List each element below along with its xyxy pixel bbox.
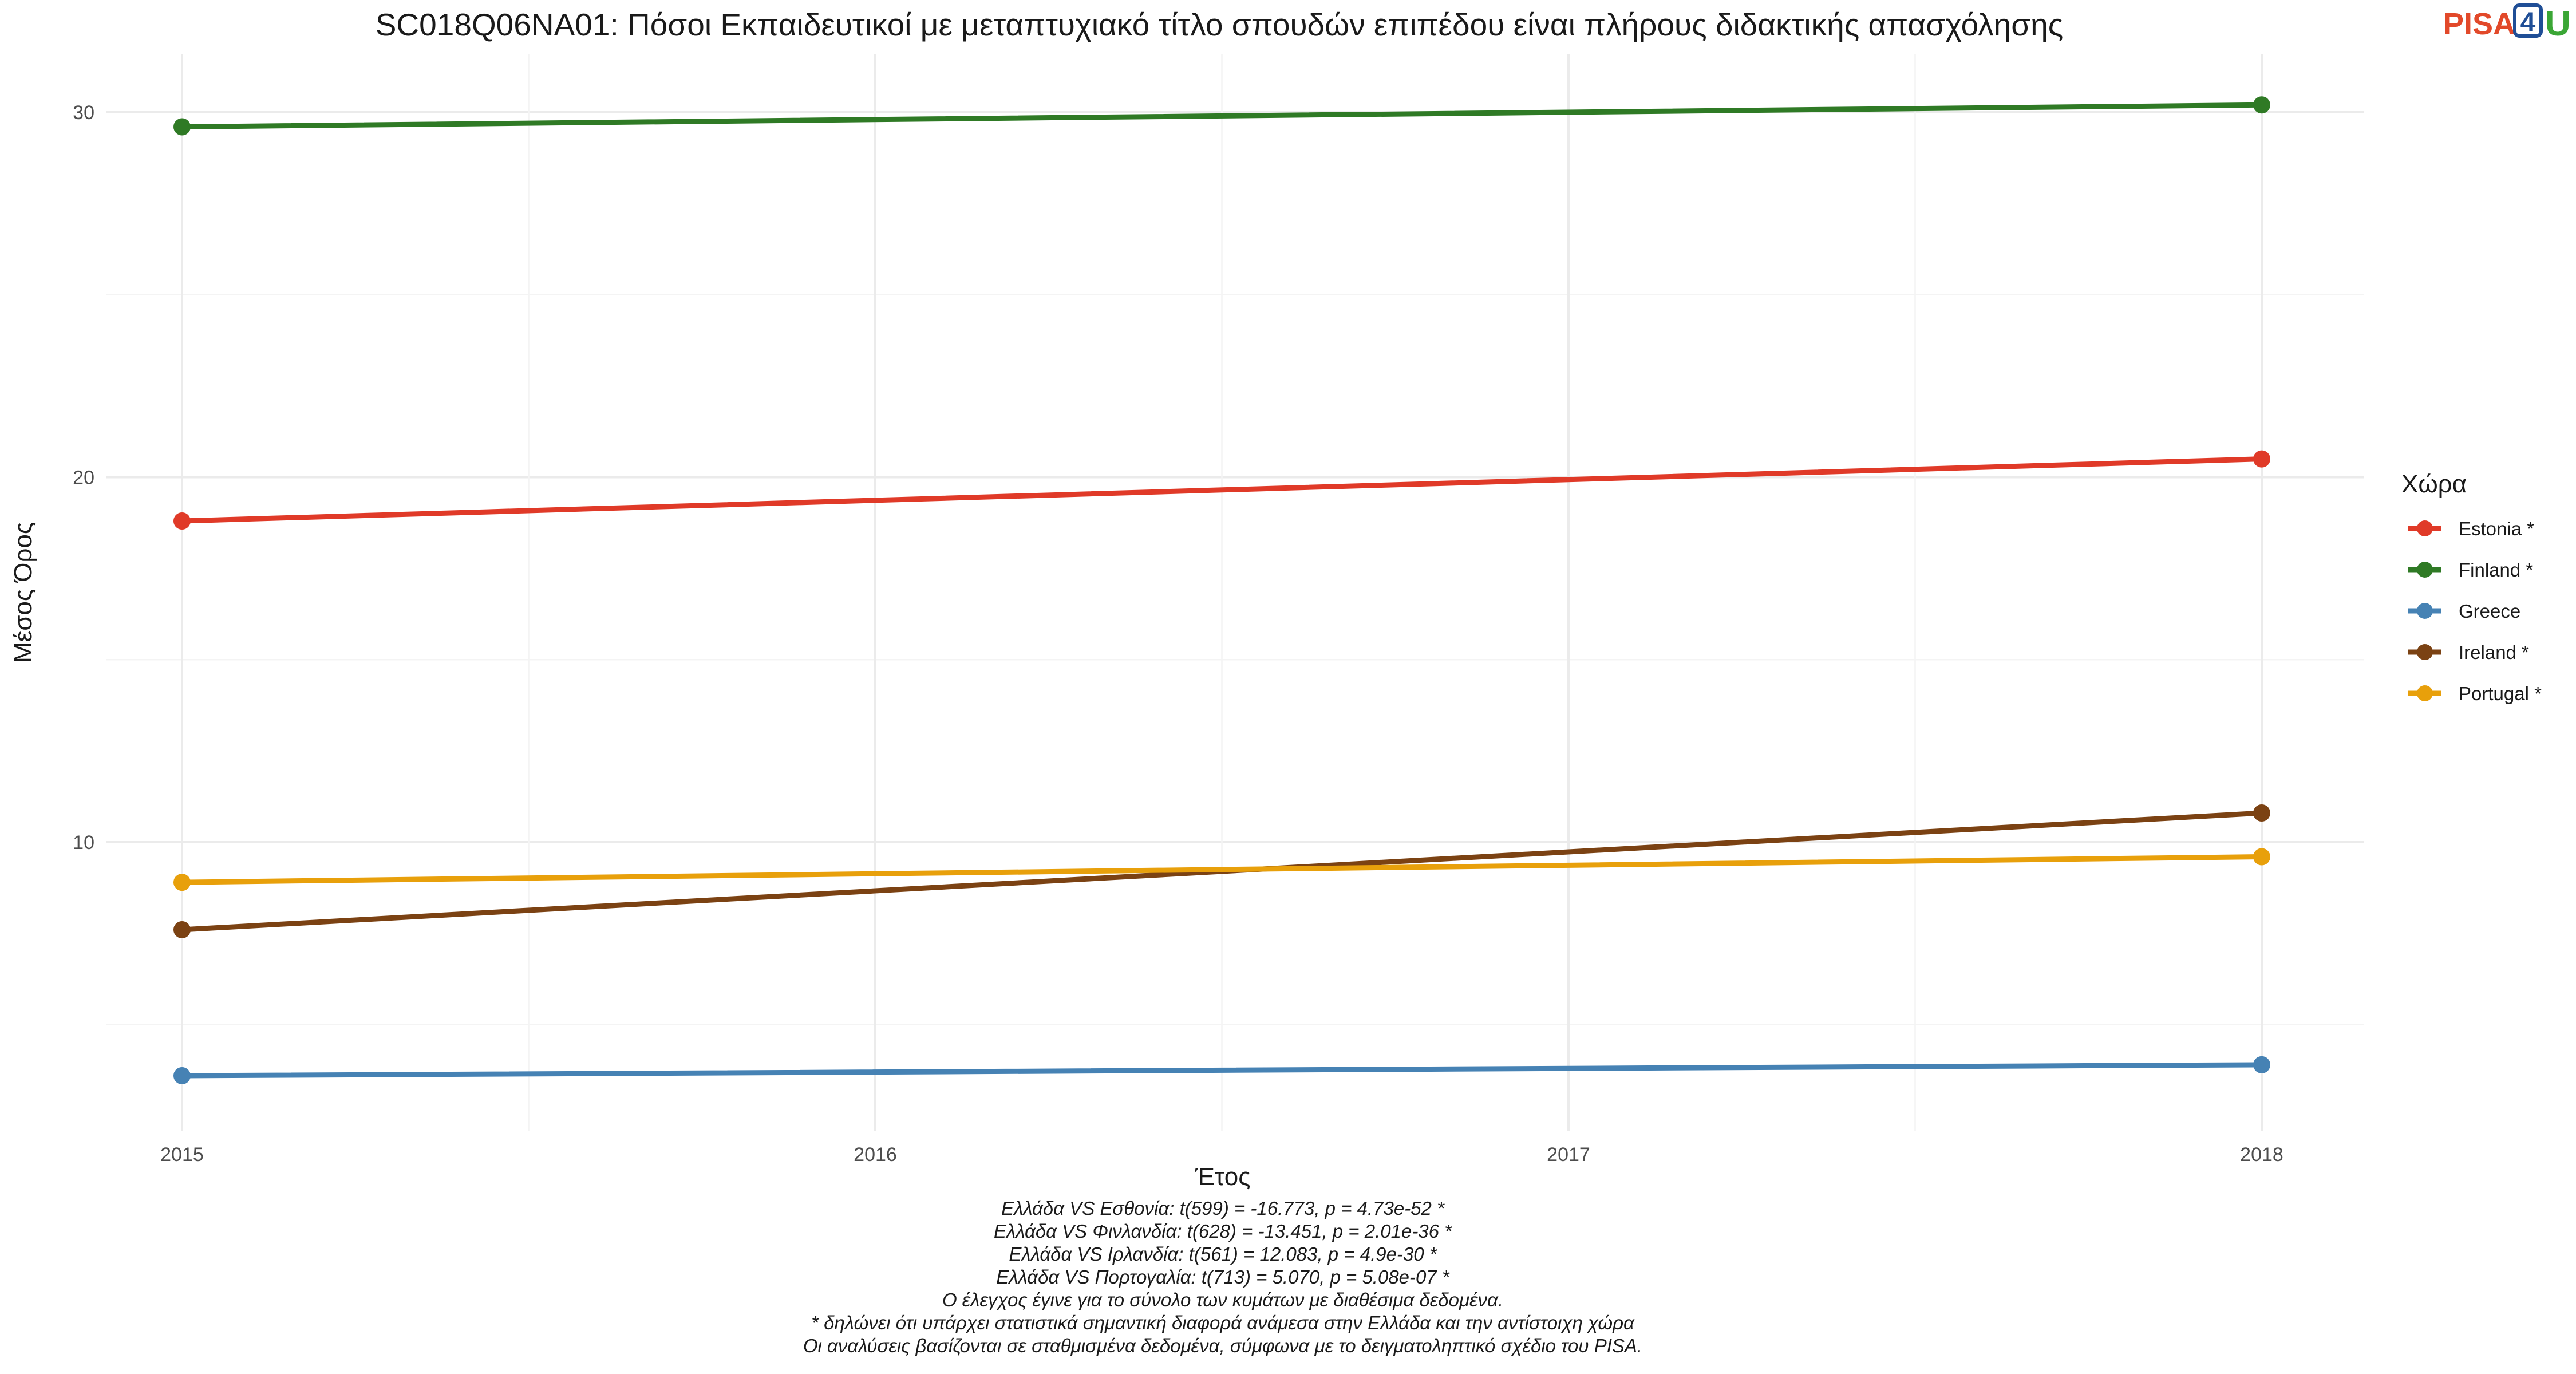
x-tick-label: 2017 bbox=[1547, 1144, 1590, 1166]
legend-label-ireland: Ireland * bbox=[2459, 642, 2529, 663]
caption-line: Ελλάδα VS Φινλανδία: t(628) = -13.451, p… bbox=[994, 1221, 1452, 1242]
caption-line: Ο έλεγχος έγινε για το σύνολο των κυμάτω… bbox=[942, 1289, 1503, 1310]
legend-label-estonia: Estonia * bbox=[2459, 518, 2534, 539]
series-line-finland bbox=[179, 102, 2265, 129]
data-point-ireland bbox=[173, 921, 191, 938]
data-point-portugal bbox=[173, 874, 191, 891]
series-layer bbox=[173, 96, 2270, 1084]
legend-key-point-estonia bbox=[2417, 520, 2433, 536]
legend-label-greece: Greece bbox=[2459, 601, 2520, 622]
data-point-estonia bbox=[173, 512, 191, 530]
legend-key-point-ireland bbox=[2417, 644, 2433, 660]
legend-label-portugal: Portugal * bbox=[2459, 683, 2542, 704]
logo-u-text: U bbox=[2545, 4, 2571, 44]
logo-box bbox=[2513, 3, 2543, 38]
series-line-greece bbox=[179, 1062, 2265, 1079]
caption-line: Οι αναλύσεις βασίζονται σε σταθμισμένα δ… bbox=[803, 1335, 1642, 1356]
caption-line: Ελλάδα VS Εσθονία: t(599) = -16.773, p =… bbox=[1001, 1198, 1445, 1219]
legend-key-point-portugal bbox=[2417, 685, 2433, 701]
grid bbox=[106, 54, 2364, 1131]
data-point-greece bbox=[2253, 1056, 2270, 1073]
series-line-portugal bbox=[179, 854, 2265, 885]
legend-label-finland: Finland * bbox=[2459, 559, 2533, 581]
legend-key-point-greece bbox=[2417, 603, 2433, 619]
caption-line: Ελλάδα VS Ιρλανδία: t(561) = 12.083, p =… bbox=[1009, 1243, 1437, 1265]
y-tick-label: 10 bbox=[73, 832, 94, 854]
y-tick-label: 30 bbox=[73, 102, 94, 124]
legend: Estonia * Finland * Greece Ireland * Portuga… bbox=[2408, 518, 2542, 704]
x-axis-title: Έτος bbox=[1195, 1163, 1251, 1191]
caption: Ελλάδα VS Εσθονία: t(599) = -16.773, p =… bbox=[803, 1198, 1642, 1356]
axis-ticks: 2015 2016 2017 2018 10 20 30 bbox=[73, 102, 2283, 1166]
y-axis-title: Μέσος Όρος bbox=[9, 522, 37, 663]
series-line-estonia bbox=[179, 456, 2265, 524]
legend-title: Χώρα bbox=[2401, 470, 2467, 498]
x-tick-label: 2015 bbox=[160, 1144, 204, 1166]
data-point-finland bbox=[2253, 96, 2270, 114]
x-tick-label: 2018 bbox=[2240, 1144, 2283, 1166]
data-point-finland bbox=[173, 118, 191, 136]
logo-pisa-text: PISA bbox=[2443, 7, 2515, 41]
x-tick-label: 2016 bbox=[854, 1144, 897, 1166]
data-point-ireland bbox=[2253, 804, 2270, 822]
caption-line: Ελλάδα VS Πορτογαλία: t(713) = 5.070, p … bbox=[996, 1266, 1450, 1288]
legend-key-point-finland bbox=[2417, 562, 2433, 578]
y-tick-label: 20 bbox=[73, 467, 94, 489]
data-point-estonia bbox=[2253, 450, 2270, 468]
data-point-portugal bbox=[2253, 848, 2270, 866]
chart-title: SC018Q06NA01: Πόσοι Εκπαιδευτικοί με μετ… bbox=[376, 7, 2064, 42]
pisa4u-logo: PISA 4 U bbox=[2443, 3, 2571, 44]
caption-line: * δηλώνει ότι υπάρχει στατιστικά σημαντι… bbox=[811, 1312, 1635, 1333]
data-point-greece bbox=[173, 1067, 191, 1084]
logo-four-text: 4 bbox=[2520, 7, 2536, 38]
